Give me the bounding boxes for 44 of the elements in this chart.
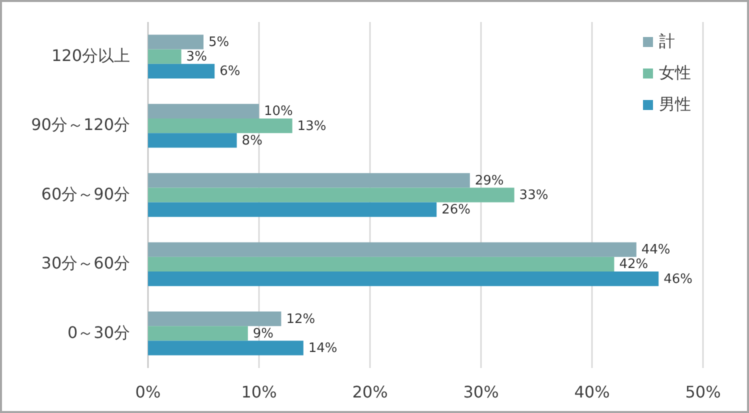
data-label: 12% bbox=[286, 312, 316, 327]
bar bbox=[148, 312, 282, 326]
data-label: 13% bbox=[297, 118, 326, 134]
y-tick-label: 120分以上 bbox=[51, 46, 130, 65]
y-tick-label: 30分～60分 bbox=[41, 254, 130, 273]
bar bbox=[148, 64, 215, 78]
legend-label: 女性 bbox=[659, 62, 691, 82]
data-label: 10% bbox=[264, 104, 293, 120]
data-label: 44% bbox=[641, 242, 670, 258]
bar bbox=[148, 49, 182, 64]
y-tick-label: 0～30分 bbox=[67, 322, 130, 342]
data-label: 42% bbox=[619, 257, 648, 272]
y-tick-label: 60分～90分 bbox=[41, 184, 130, 204]
data-label: 33% bbox=[519, 188, 548, 204]
bar bbox=[148, 272, 659, 286]
x-tick-label: 20% bbox=[352, 382, 388, 402]
data-label: 26% bbox=[442, 202, 471, 218]
x-tick-label: 0% bbox=[135, 382, 161, 402]
data-label: 3% bbox=[186, 50, 207, 65]
bar bbox=[148, 188, 514, 202]
y-tick-label: 90分～120分 bbox=[31, 115, 130, 134]
data-label: 29% bbox=[474, 173, 504, 188]
bar bbox=[148, 118, 292, 134]
x-tick-label: 50% bbox=[685, 382, 721, 402]
bar bbox=[148, 256, 614, 272]
legend-label: 男性 bbox=[659, 94, 691, 114]
bar bbox=[148, 326, 248, 341]
data-label: 8% bbox=[242, 133, 262, 148]
legend-label: 計 bbox=[659, 31, 675, 50]
bar bbox=[148, 202, 437, 217]
bar bbox=[148, 34, 204, 50]
data-label: 46% bbox=[664, 272, 693, 287]
x-tick-label: 30% bbox=[463, 382, 499, 402]
bar bbox=[148, 242, 636, 257]
x-tick-label: 40% bbox=[574, 382, 610, 402]
bar bbox=[148, 104, 259, 118]
data-label: 6% bbox=[220, 64, 240, 80]
data-label: 9% bbox=[252, 326, 274, 342]
bar bbox=[148, 173, 470, 188]
data-label: 14% bbox=[308, 341, 338, 356]
bar bbox=[148, 133, 237, 148]
bar bbox=[148, 340, 304, 356]
data-label: 5% bbox=[208, 35, 230, 50]
x-tick-label: 10% bbox=[241, 382, 277, 402]
